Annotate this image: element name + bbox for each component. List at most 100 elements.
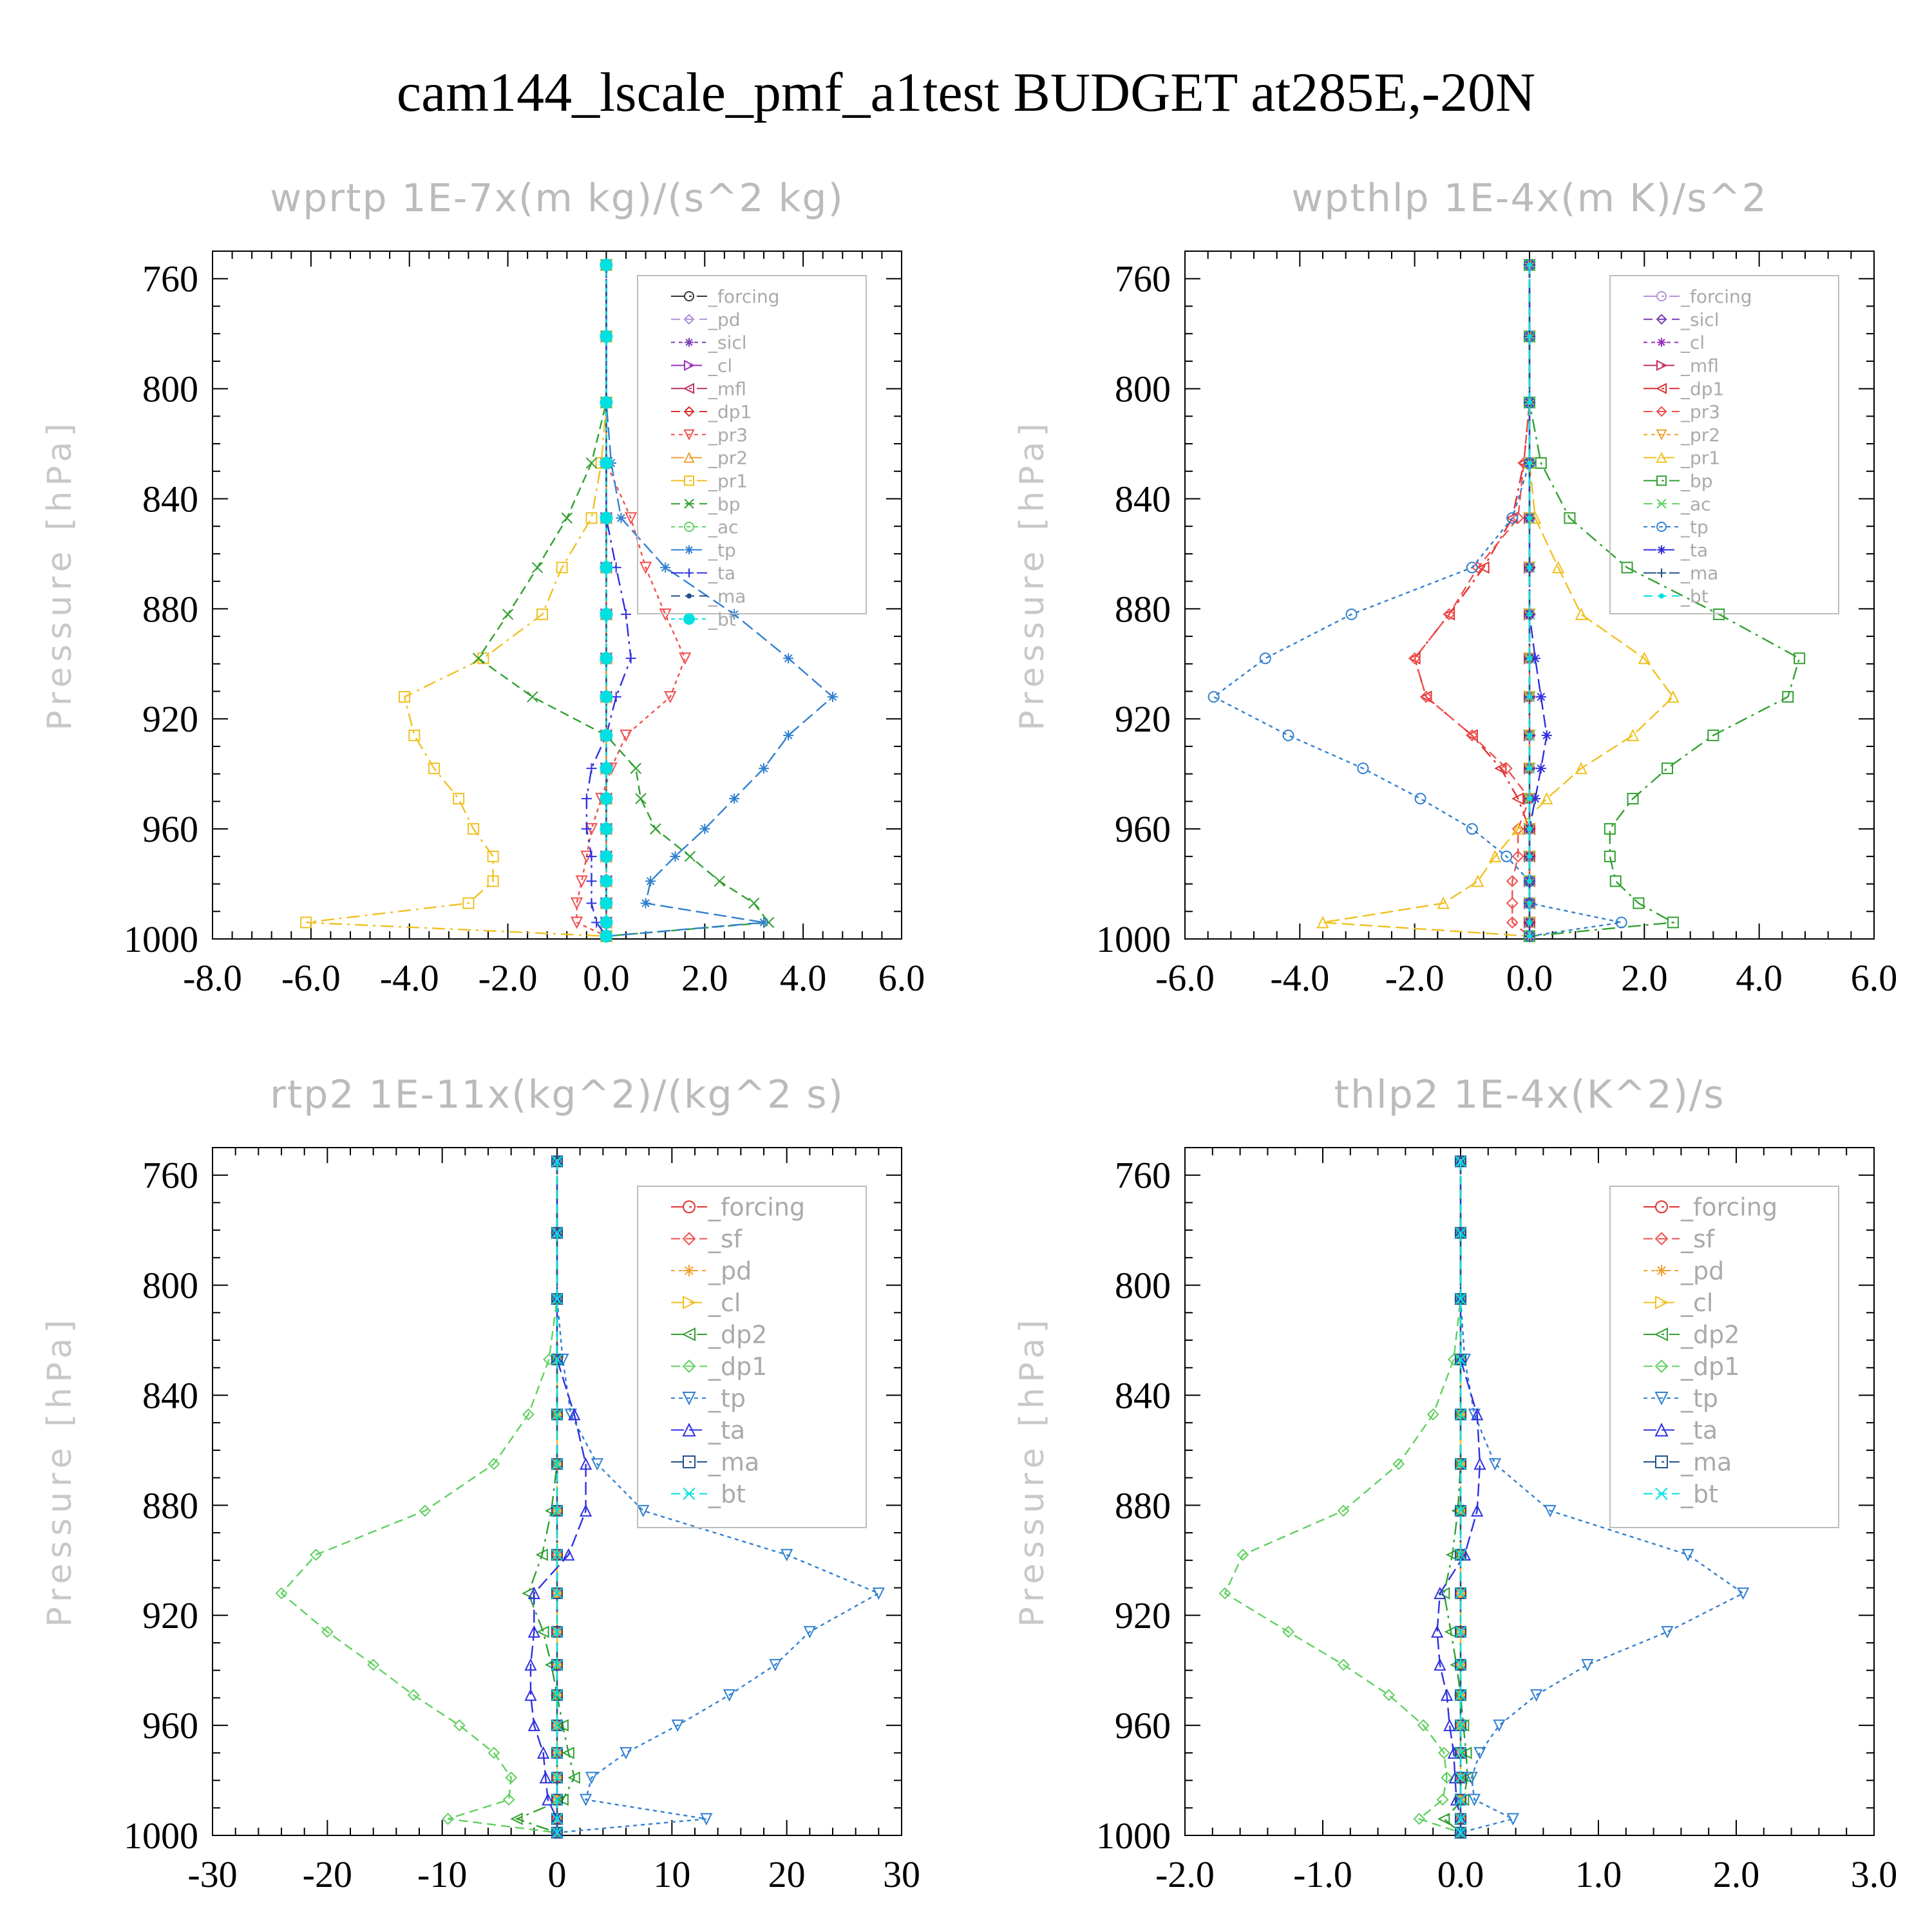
y-axis-label: Pressure [hPa] [41,418,79,730]
data-point [600,896,613,910]
legend: _forcing_pd_sicl_cl_mfl_dp1_pr3_pr2_pr1_… [637,275,867,630]
data-point [321,1625,334,1638]
legend-marker [1656,498,1667,509]
legend-marker [684,522,694,532]
legend-marker [1654,1327,1668,1341]
panel-1: wprtp 1E-7x(m kg)/(s^2 kg) Pressure [hPa]… [41,176,925,999]
legend-entry: _ma [1680,1448,1732,1477]
data-point [1493,1719,1506,1732]
data-point [428,762,440,775]
legend-marker [684,291,694,301]
data-point [1527,262,1532,268]
panel-3: rtp2 1E-11x(kg^2)/(kg^2 s) Pressure [hPa]… [41,1072,920,1895]
data-point [562,1548,575,1561]
data-point [502,1794,515,1806]
data-point [542,1793,554,1806]
data-point [1511,511,1524,524]
data-point [1443,608,1455,621]
legend-entry: _bt [1680,585,1709,607]
data-point [1615,916,1627,929]
x-tick-label: 4.0 [1736,957,1783,999]
data-point [625,512,638,525]
data-point [1527,460,1532,466]
data-point [872,1587,885,1600]
x-tick-label: -2.0 [478,957,538,999]
legend-entry: _ta [708,1416,745,1444]
data-point [1575,761,1587,775]
data-point [1455,1626,1466,1638]
series-group [300,258,838,943]
legend-marker [1659,593,1664,599]
data-point [570,897,583,910]
y-tick-label: 840 [1115,478,1171,520]
legend-entry: _ta [1680,1416,1718,1444]
series-line [477,265,770,937]
x-tick-label: 6.0 [1851,957,1898,999]
legend-marker [683,1455,696,1468]
series-line [306,265,607,937]
legend-marker [1654,1392,1669,1406]
data-point [581,824,592,835]
data-point [551,1827,563,1839]
legend-frame [637,275,867,614]
x-tick-label: 0.0 [1437,1853,1484,1895]
data-point [1527,766,1532,772]
x-tick-label: -4.0 [380,957,439,999]
data-point [664,691,677,704]
data-point [1527,565,1532,571]
y-tick-label: 960 [1115,808,1171,850]
data-point [616,513,627,524]
data-point [1511,850,1524,863]
data-point [1581,1659,1594,1672]
legend-marker [1656,429,1667,441]
legend-marker [1657,337,1666,347]
data-point [1621,562,1633,574]
y-axis-label: Pressure [hPa] [41,1314,79,1627]
legend-entry: _ta [708,563,735,584]
legend-entry: _pr2 [1680,424,1720,446]
data-point [564,1408,578,1421]
data-point [769,1659,782,1672]
legend-entry: _sicl [1680,309,1719,330]
data-point [700,1813,713,1826]
y-tick-label: 920 [142,698,198,740]
data-point [367,1658,380,1671]
data-point [645,876,656,887]
y-tick-label: 960 [1115,1705,1171,1747]
data-point [1414,793,1426,805]
x-tick-label: 10 [653,1853,690,1895]
data-point [551,1772,563,1783]
data-point [473,652,484,664]
series-line [1224,1161,1462,1833]
x-tick-label: 2.0 [1713,1853,1760,1895]
y-axis-label: Pressure [hPa] [1013,1314,1052,1627]
data-point [1506,916,1519,929]
legend-marker [1656,451,1667,463]
legend: _forcing _sf _pd _cl _dp2 _dp1 _tp _ta _ma _bt [1609,1186,1839,1528]
data-point [1530,653,1540,664]
series-line [556,1161,881,1833]
legend-entry: _pr1 [1680,448,1720,469]
data-point [1488,1458,1502,1471]
data-point [575,875,588,888]
data-point [551,1747,563,1759]
legend-marker [1654,1423,1669,1437]
data-point [1662,762,1673,775]
data-point [453,1719,466,1732]
legend-entry: _tp [708,1385,746,1413]
legend-entry: _pr3 [708,424,748,446]
data-point [1455,1458,1466,1470]
data-point [639,562,652,574]
legend-entry: _sf [708,1225,743,1253]
data-point [1530,1689,1543,1702]
data-point [1707,729,1719,741]
data-point [556,562,568,574]
data-point [828,692,838,703]
data-point [1316,916,1329,929]
data-point [781,1549,793,1562]
y-tick-label: 920 [142,1595,198,1636]
x-tick-label: -1.0 [1293,1853,1352,1895]
legend-marker [682,1392,696,1406]
y-tick-label: 800 [1115,1265,1171,1307]
data-point [1455,1747,1466,1759]
